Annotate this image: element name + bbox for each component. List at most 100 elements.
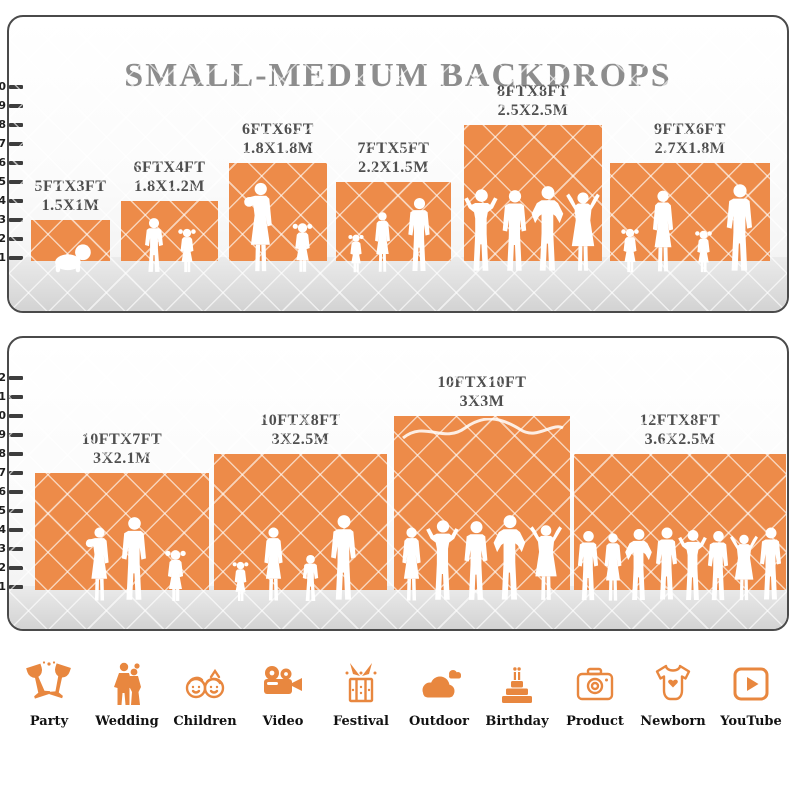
category-product: Product bbox=[560, 660, 630, 728]
backdrop-size-ft: 6FTX4FT bbox=[133, 159, 206, 176]
backdrop-size-ft: 10FTX7FT bbox=[81, 431, 163, 448]
outdoor-icon bbox=[422, 670, 461, 698]
backdrop-size-m: 2.2X1.5M bbox=[358, 159, 429, 176]
ruler-number: 11 bbox=[0, 390, 6, 403]
ruler-tick: 1 bbox=[0, 581, 23, 592]
ruler-tick: 4 bbox=[0, 524, 23, 535]
ruler-number: 2 bbox=[0, 232, 6, 245]
backdrop-label: 5FTX3FT 1.5X1M bbox=[35, 177, 107, 215]
backdrop-label: 12FTX8FT 3.6X2.5M bbox=[640, 411, 720, 449]
backdrop-label: 6FTX6FT 1.8X1.8M bbox=[242, 120, 314, 158]
ruler-number: 1 bbox=[0, 251, 6, 264]
category-label: Party bbox=[29, 714, 69, 729]
backdrop-label: 10FTX10FT 3X3M bbox=[438, 373, 527, 411]
backdrop-6x4: 6FTX4FT 1.8X1.2M bbox=[121, 159, 218, 273]
backdrop-rect bbox=[121, 201, 218, 261]
backdrop-10x7: 10FTX7FT 3X2.1M bbox=[35, 431, 209, 601]
ruler-number: 6 bbox=[0, 156, 6, 169]
backdrop-7x5: 7FTX5FT 2.2X1.5M bbox=[336, 140, 451, 273]
backdrop-size-ft: 12FTX8FT bbox=[639, 412, 721, 429]
festival-icon bbox=[345, 663, 377, 703]
ruler-tick: 2 bbox=[0, 233, 23, 244]
ruler-number: 2 bbox=[0, 561, 6, 574]
floor-strip bbox=[9, 257, 787, 311]
ruler-tick: 7 bbox=[0, 138, 23, 149]
category-children: Children bbox=[170, 660, 240, 728]
backdrop-9x6: 9FTX6FT 2.7X1.8M bbox=[610, 121, 770, 273]
ruler-tick: 10 bbox=[0, 410, 23, 421]
backdrop-size-ft: 9FTX6FT bbox=[654, 121, 726, 138]
backdrop-12x8: 12FTX8FT 3.6X2.5M bbox=[574, 412, 786, 601]
ruler-tick: 6 bbox=[0, 486, 23, 497]
category-festival: Festival bbox=[326, 660, 396, 728]
category-label: Festival bbox=[333, 714, 389, 729]
ruler-number: 8 bbox=[0, 118, 6, 131]
silhouette-family bbox=[232, 515, 356, 602]
category-label: Video bbox=[262, 714, 304, 729]
ruler-number: 7 bbox=[0, 466, 6, 479]
ruler-tick: 7 bbox=[0, 467, 23, 478]
ruler-tick: 9 bbox=[0, 100, 23, 111]
silhouette-children bbox=[145, 218, 196, 273]
backdrop-size-ft: 10FTX10FT bbox=[437, 374, 527, 391]
category-label: Newborn bbox=[640, 714, 706, 729]
silhouette-family bbox=[85, 517, 186, 601]
backdrop-10x8: 10FTX8FT 3X2.5M bbox=[214, 412, 387, 602]
silhouette-family bbox=[348, 198, 430, 273]
ruler-tick: 4 bbox=[0, 195, 23, 206]
silhouette-group bbox=[402, 515, 562, 601]
ruler-tick: 12 bbox=[0, 372, 23, 383]
ruler-number: 5 bbox=[0, 175, 6, 188]
ruler-number: 10 bbox=[0, 80, 6, 93]
category-newborn: Newborn bbox=[638, 660, 708, 728]
ruler-number: 8 bbox=[0, 447, 6, 460]
ruler-tick: 1 bbox=[0, 252, 23, 263]
category-wedding: Wedding bbox=[92, 660, 162, 728]
backdrop-8x8: 8FTX8FT 2.5X2.5M bbox=[464, 83, 602, 271]
ruler-tick: 8 bbox=[0, 119, 23, 130]
backdrop-5x3: 5FTX3FT 1.5X1M bbox=[31, 178, 110, 273]
ruler-tick: 2 bbox=[0, 562, 23, 573]
backdrop-size-ft: 5FTX3FT bbox=[34, 178, 107, 195]
category-video: Video bbox=[248, 660, 318, 728]
ruler-tick: 5 bbox=[0, 176, 23, 187]
newborn-icon bbox=[655, 664, 691, 701]
silhouette-baby bbox=[55, 244, 91, 273]
silhouette-family bbox=[621, 184, 752, 273]
ruler-tick: 9 bbox=[0, 429, 23, 440]
panel-small-medium: SMALL-MEDIUM BACKDROPS 10 9 8 7 6 5 4 3 … bbox=[0, 15, 789, 313]
ruler-number: 4 bbox=[0, 194, 6, 207]
backdrop-label: 9FTX6FT 2.7X1.8M bbox=[654, 120, 726, 158]
backdrop-label: 7FTX5FT 2.2X1.5M bbox=[358, 139, 430, 177]
backdrop-rect bbox=[31, 220, 110, 261]
backdrop-size-ft: 7FTX5FT bbox=[357, 140, 430, 157]
backdrop-rect bbox=[229, 163, 327, 261]
backdrop-label: 8FTX8FT 2.5X2.5M bbox=[497, 82, 569, 120]
watermark-scribble bbox=[402, 418, 564, 440]
category-row: Party Wedding bbox=[0, 660, 800, 728]
backdrop-size-m: 1.8X1.2M bbox=[134, 178, 205, 195]
backdrop-6x6: 6FTX6FT 1.8X1.8M bbox=[229, 121, 327, 272]
ruler-tick: 5 bbox=[0, 505, 23, 516]
backdrop-size-m: 1.5X1M bbox=[41, 197, 100, 214]
ruler-number: 4 bbox=[0, 523, 6, 536]
backdrop-label: 10FTX7FT 3X2.1M bbox=[82, 430, 162, 468]
backdrop-size-m: 3X3M bbox=[459, 393, 505, 410]
ruler-tick: 3 bbox=[0, 214, 23, 225]
category-party: Party bbox=[14, 660, 84, 728]
category-label: Children bbox=[173, 714, 237, 729]
silhouette-group bbox=[464, 186, 600, 271]
ruler-number: 5 bbox=[0, 504, 6, 517]
ruler-number: 3 bbox=[0, 542, 6, 555]
silhouette-crowd bbox=[577, 527, 781, 601]
backdrop-size-m: 1.8X1.8M bbox=[242, 140, 314, 157]
category-label: Birthday bbox=[485, 714, 549, 729]
ruler-tick: 10 bbox=[0, 81, 23, 92]
ruler-number: 3 bbox=[0, 213, 6, 226]
children-icon bbox=[185, 668, 225, 699]
category-label: YouTube bbox=[720, 714, 782, 729]
youtube-icon bbox=[733, 667, 769, 701]
ruler-number: 6 bbox=[0, 485, 6, 498]
backdrop-size-ft: 10FTX8FT bbox=[260, 412, 341, 429]
